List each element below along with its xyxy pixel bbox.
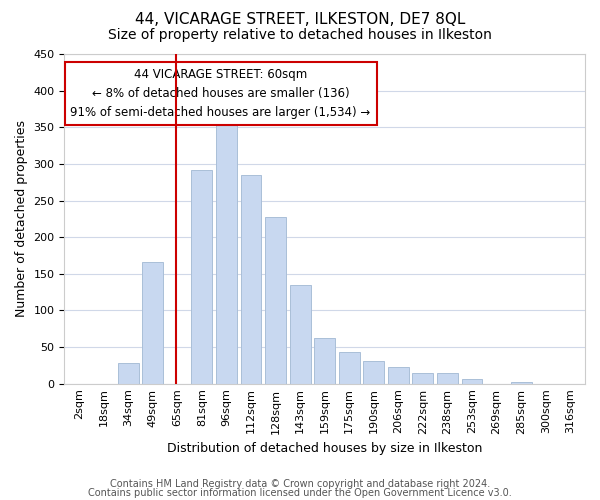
Bar	[339, 352, 359, 384]
Text: Contains public sector information licensed under the Open Government Licence v3: Contains public sector information licen…	[88, 488, 512, 498]
Bar	[511, 382, 532, 384]
Bar	[142, 262, 163, 384]
Bar	[290, 285, 311, 384]
Text: 44, VICARAGE STREET, ILKESTON, DE7 8QL: 44, VICARAGE STREET, ILKESTON, DE7 8QL	[135, 12, 465, 28]
Bar	[412, 374, 433, 384]
Bar	[191, 170, 212, 384]
Y-axis label: Number of detached properties: Number of detached properties	[15, 120, 28, 318]
X-axis label: Distribution of detached houses by size in Ilkeston: Distribution of detached houses by size …	[167, 442, 482, 455]
Text: 44 VICARAGE STREET: 60sqm
← 8% of detached houses are smaller (136)
91% of semi-: 44 VICARAGE STREET: 60sqm ← 8% of detach…	[70, 68, 371, 119]
Text: Size of property relative to detached houses in Ilkeston: Size of property relative to detached ho…	[108, 28, 492, 42]
Bar	[314, 338, 335, 384]
Bar	[388, 367, 409, 384]
Bar	[437, 372, 458, 384]
Bar	[461, 380, 482, 384]
Text: Contains HM Land Registry data © Crown copyright and database right 2024.: Contains HM Land Registry data © Crown c…	[110, 479, 490, 489]
Bar	[241, 175, 262, 384]
Bar	[216, 116, 237, 384]
Bar	[364, 361, 384, 384]
Bar	[118, 363, 139, 384]
Bar	[265, 216, 286, 384]
